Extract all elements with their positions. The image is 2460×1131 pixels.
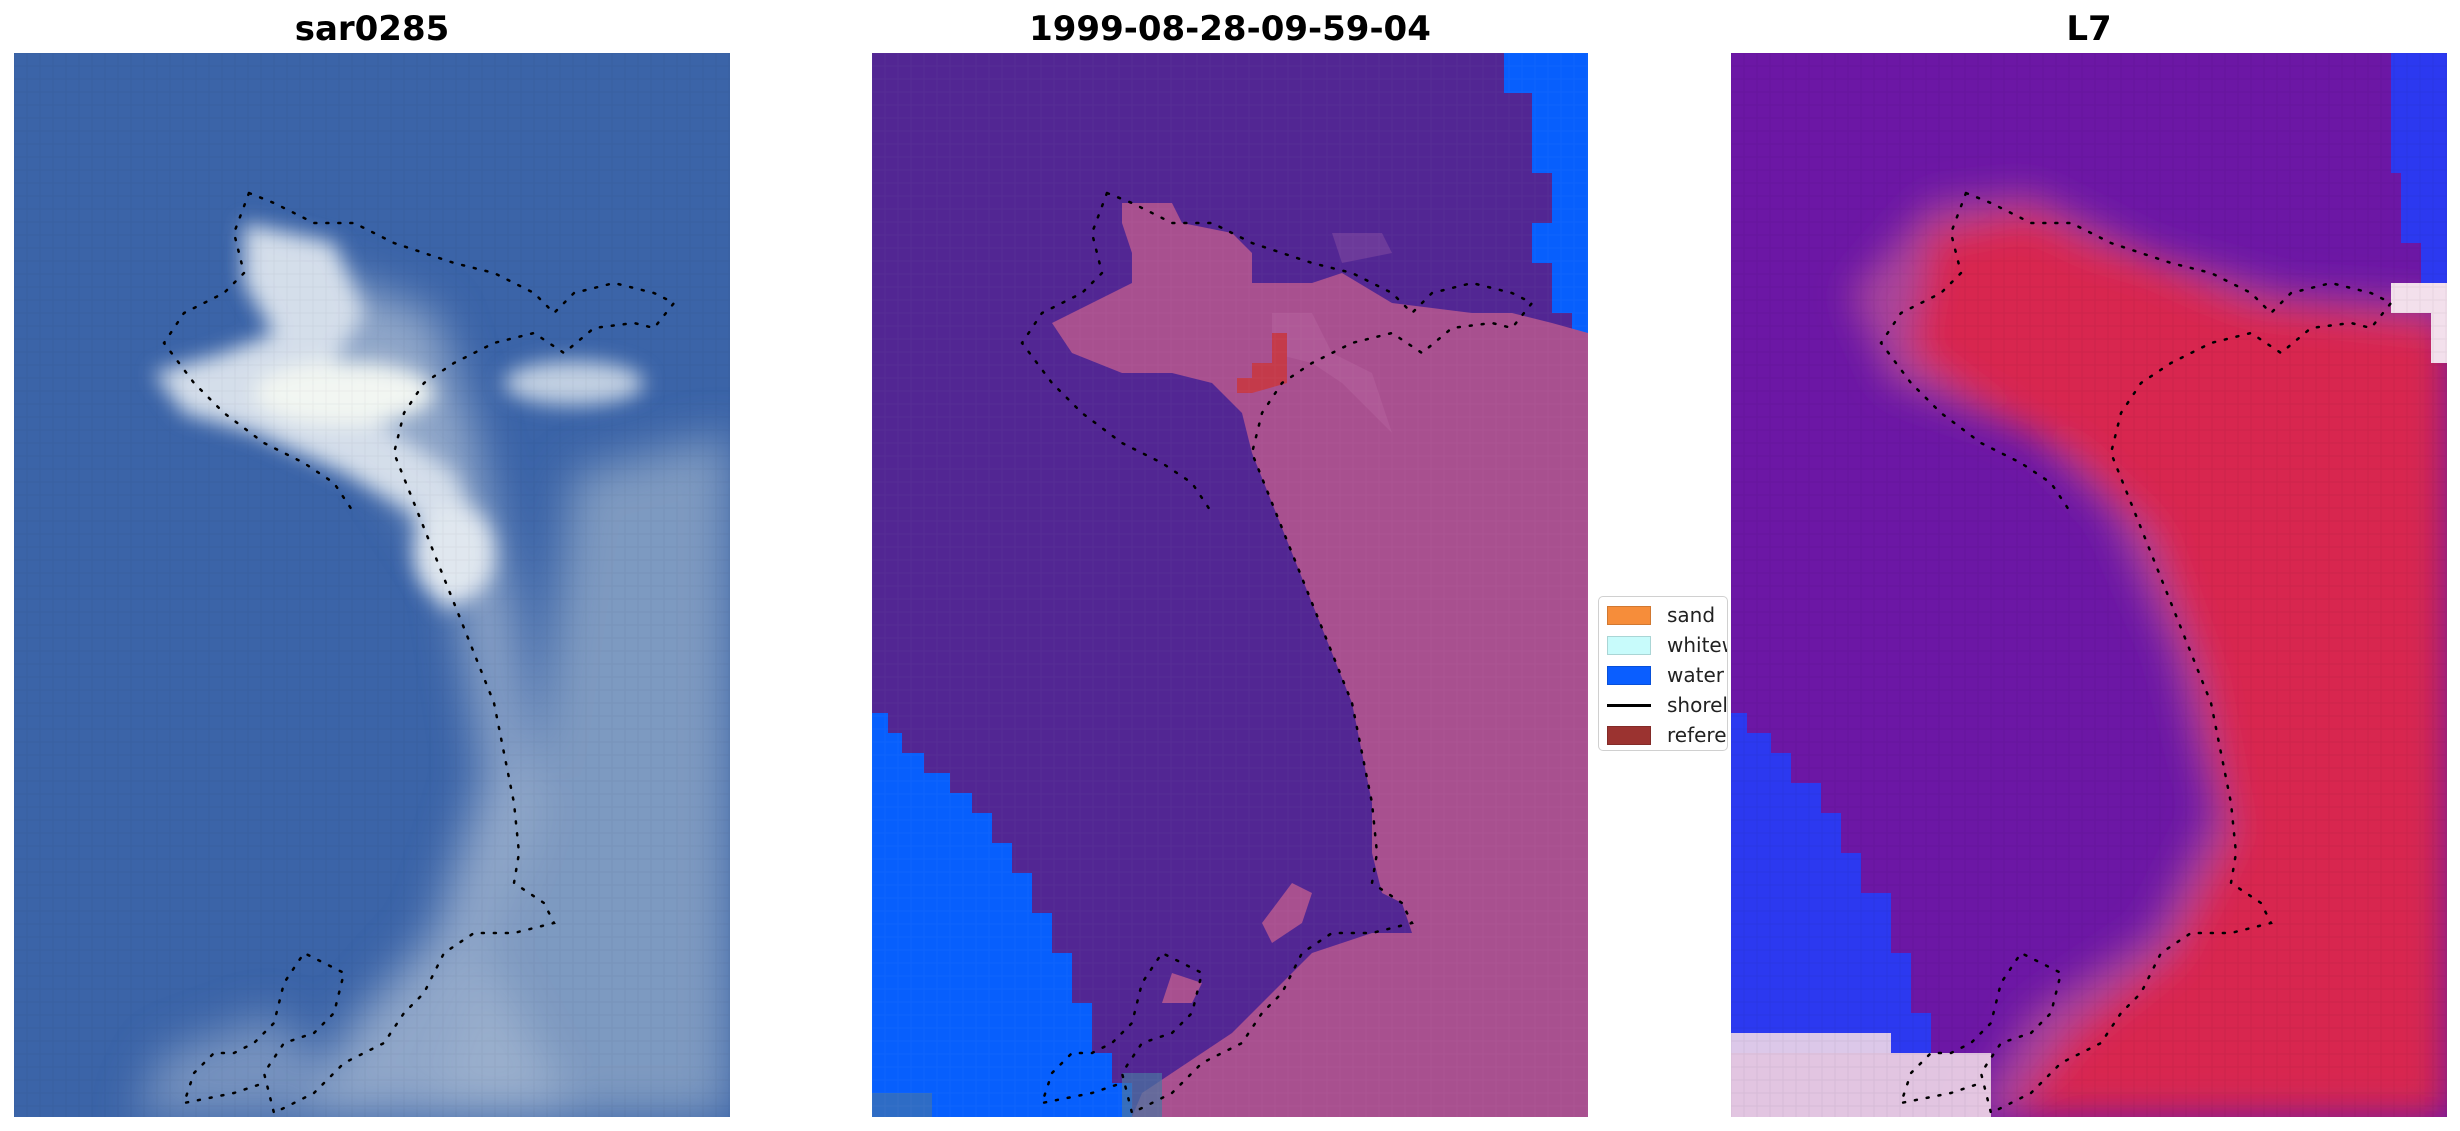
index-panel bbox=[1731, 53, 2447, 1117]
legend-item-sand: sand bbox=[1607, 601, 1727, 629]
legend-swatch-water bbox=[1607, 665, 1651, 685]
legend-item-water: water bbox=[1607, 661, 1727, 689]
legend-item-shoreline: shoreline bbox=[1607, 691, 1728, 719]
rgb-shoreline bbox=[182, 191, 676, 1115]
legend-item-reference: reference bbox=[1607, 721, 1727, 749]
legend-label-shoreline: shoreline bbox=[1667, 693, 1728, 717]
legend-swatch-sand bbox=[1607, 605, 1651, 625]
legend-label-sand: sand bbox=[1667, 603, 1716, 627]
legend-swatch-reference bbox=[1607, 725, 1651, 745]
classification-map bbox=[872, 53, 1588, 1117]
classification-panel bbox=[872, 53, 1588, 1117]
panel-title-classification: 1999-08-28-09-59-04 bbox=[1029, 9, 1431, 49]
legend-line-shoreline bbox=[1607, 703, 1651, 707]
legend-label-reference: reference bbox=[1667, 723, 1727, 747]
panel-title-rgb: sar0285 bbox=[294, 9, 450, 49]
legend-swatch-whitewater bbox=[1607, 635, 1651, 655]
index-shoreline bbox=[1899, 191, 2393, 1115]
index-map bbox=[1731, 53, 2447, 1117]
rgb-image bbox=[14, 53, 730, 1117]
legend-label-water: water bbox=[1667, 663, 1724, 687]
rgb-image-panel bbox=[14, 53, 730, 1117]
panel-title-index: L7 bbox=[2066, 9, 2112, 49]
class-shoreline bbox=[1040, 191, 1534, 1115]
